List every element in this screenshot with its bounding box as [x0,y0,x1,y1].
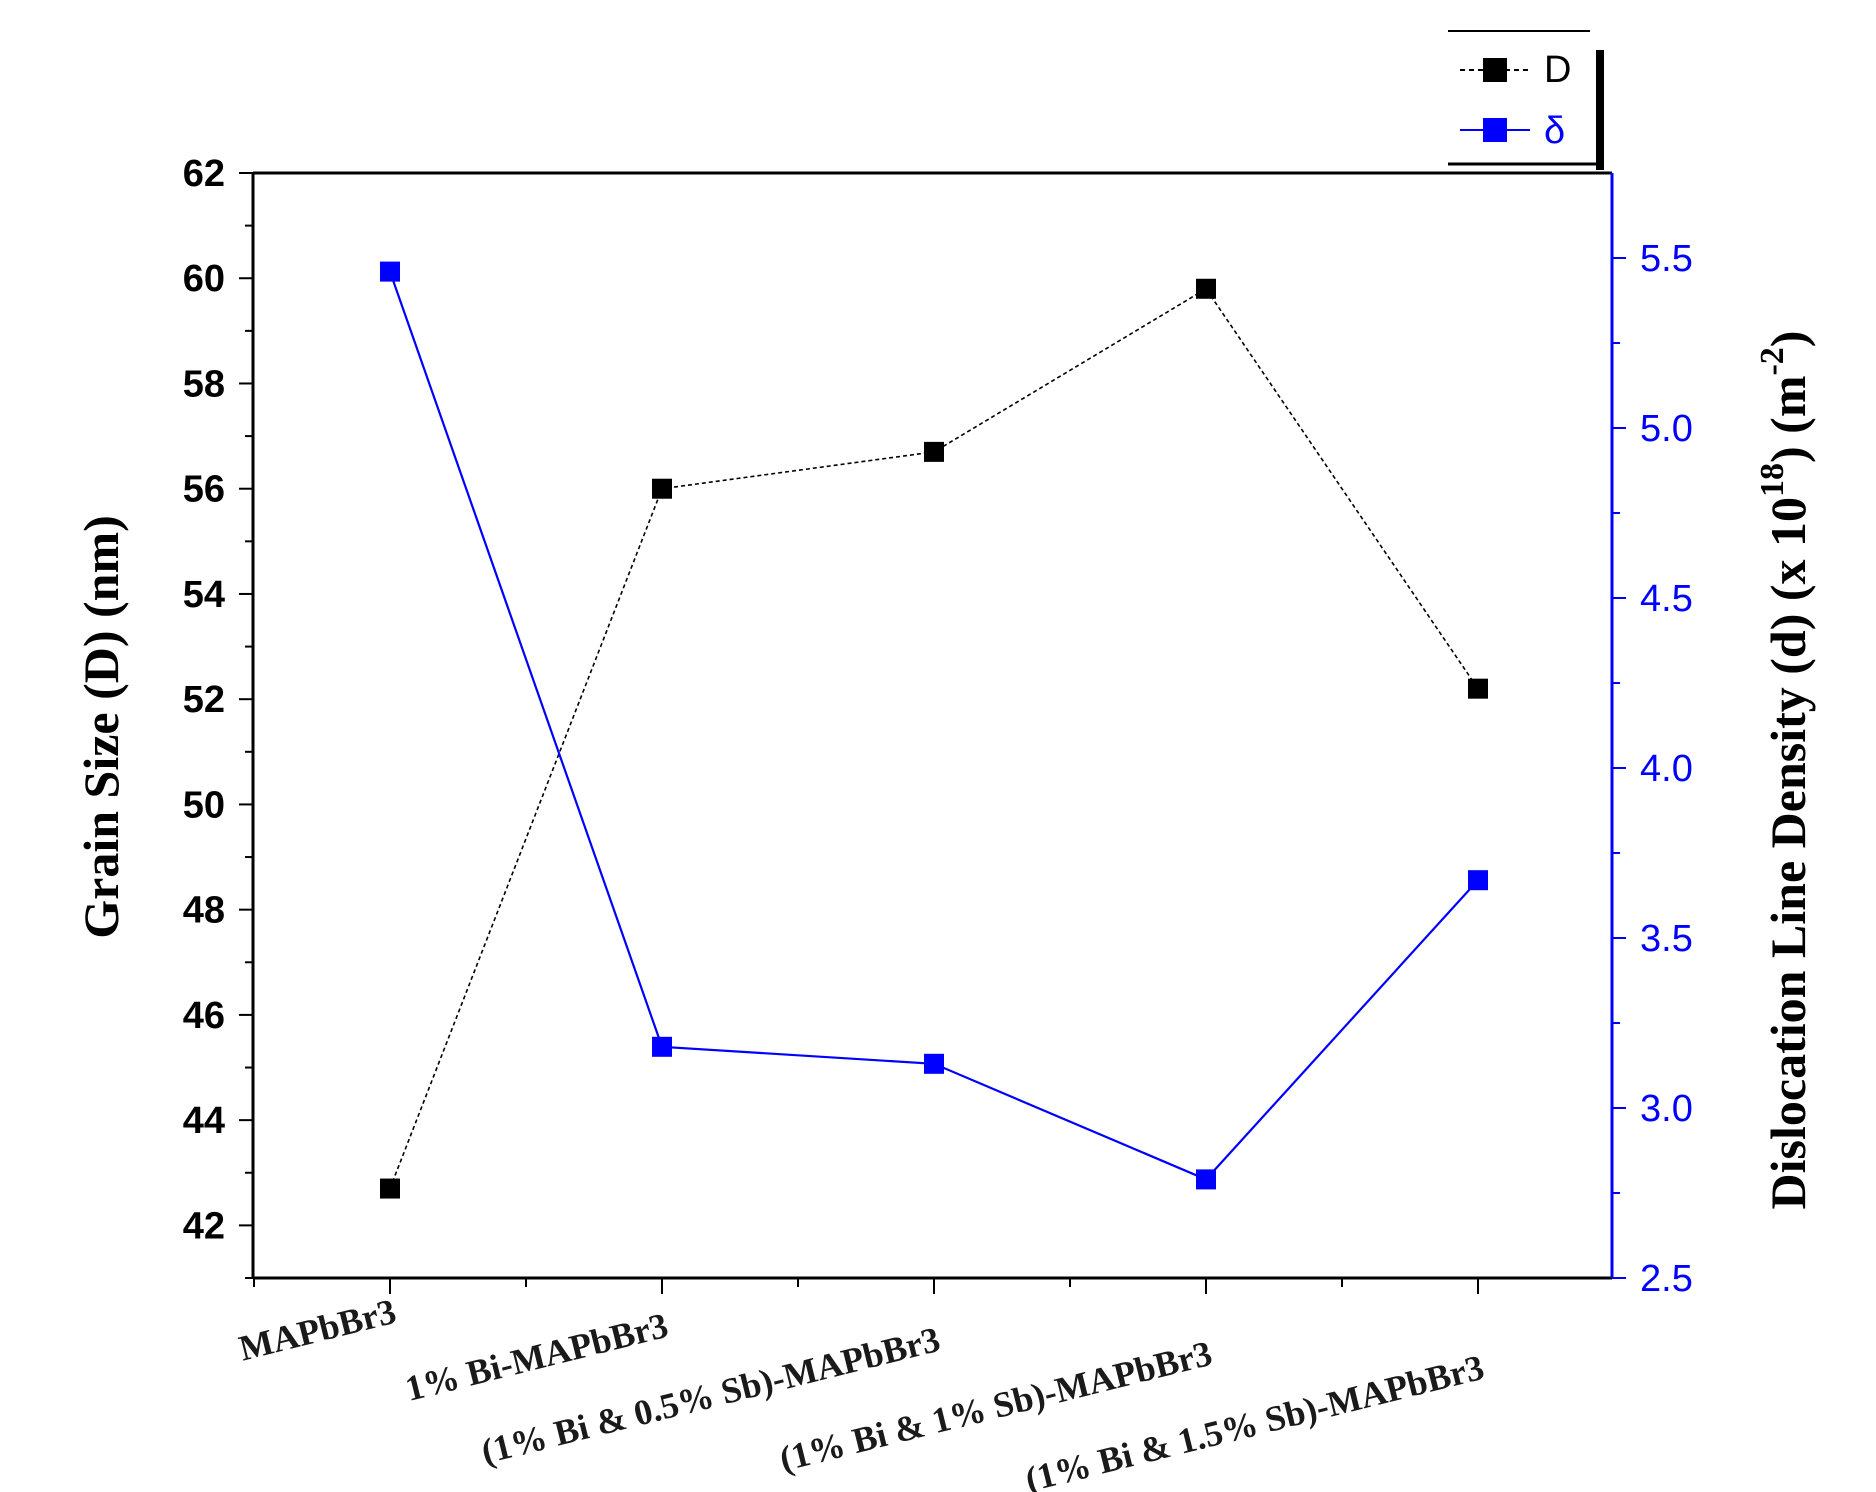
data-point-d [1468,678,1488,699]
data-point-d [924,441,944,462]
legend-label-delta: δ [1544,110,1565,152]
right-tick-label: 2.5 [1640,1258,1693,1300]
left-tick-label: 52 [183,679,225,721]
left-tick-label: 54 [183,574,225,616]
data-point-d [380,1178,400,1199]
left-tick-label: 44 [183,1100,225,1142]
data-point-d [652,478,672,499]
left-tick-label: 60 [183,258,225,300]
left-tick-label: 46 [183,995,225,1037]
legend-entry-d: D [1460,49,1571,91]
left-y-ticks: 42 44 46 48 50 52 54 56 58 60 62 [183,153,253,1279]
x-ticks [253,1278,1479,1294]
category-label: 1% Bi-MAPbBr3 [401,1305,672,1409]
category-labels: MAPbBr3 1% Bi-MAPbBr3(1% Bi & 0.5% Sb)-MA… [235,1291,1488,1492]
category-label: MAPbBr3 [235,1291,400,1369]
right-tick-label: 3.5 [1640,918,1693,960]
left-tick-label: 56 [183,469,225,511]
left-tick-label: 58 [183,363,225,405]
right-tick-label: 3.0 [1640,1088,1693,1130]
data-point-d [1196,278,1216,299]
left-tick-label: 50 [183,784,225,826]
right-tick-label: 5.5 [1640,238,1693,280]
right-axis-title: Dislocation Line Density (d) (x 1018) (m… [1754,331,1816,1210]
data-point-delta [652,1036,672,1057]
series-line-delta [388,271,1479,1181]
data-point-delta [1468,870,1488,891]
legend-marker-delta [1483,118,1507,142]
left-axis-title: Grain Size (D) (nm) [73,515,129,939]
legend-label-d: D [1544,49,1571,91]
data-point-delta [1196,1169,1216,1190]
data-point-delta [924,1053,944,1074]
right-tick-label: 4.0 [1640,748,1693,790]
right-tick-label: 4.5 [1640,578,1693,620]
legend-marker-d [1483,58,1507,82]
legend-entry-delta: δ [1460,110,1565,152]
series-layer [380,261,1488,1199]
left-tick-label: 42 [183,1205,225,1247]
right-tick-label: 5.0 [1640,408,1693,450]
left-tick-label: 62 [183,153,225,195]
right-y-ticks: 2.5 3.0 3.5 4.0 4.5 5.0 5.5 [1612,238,1693,1300]
left-tick-label: 48 [183,890,225,932]
legend: D δ [1448,30,1604,170]
data-point-delta [380,261,400,282]
